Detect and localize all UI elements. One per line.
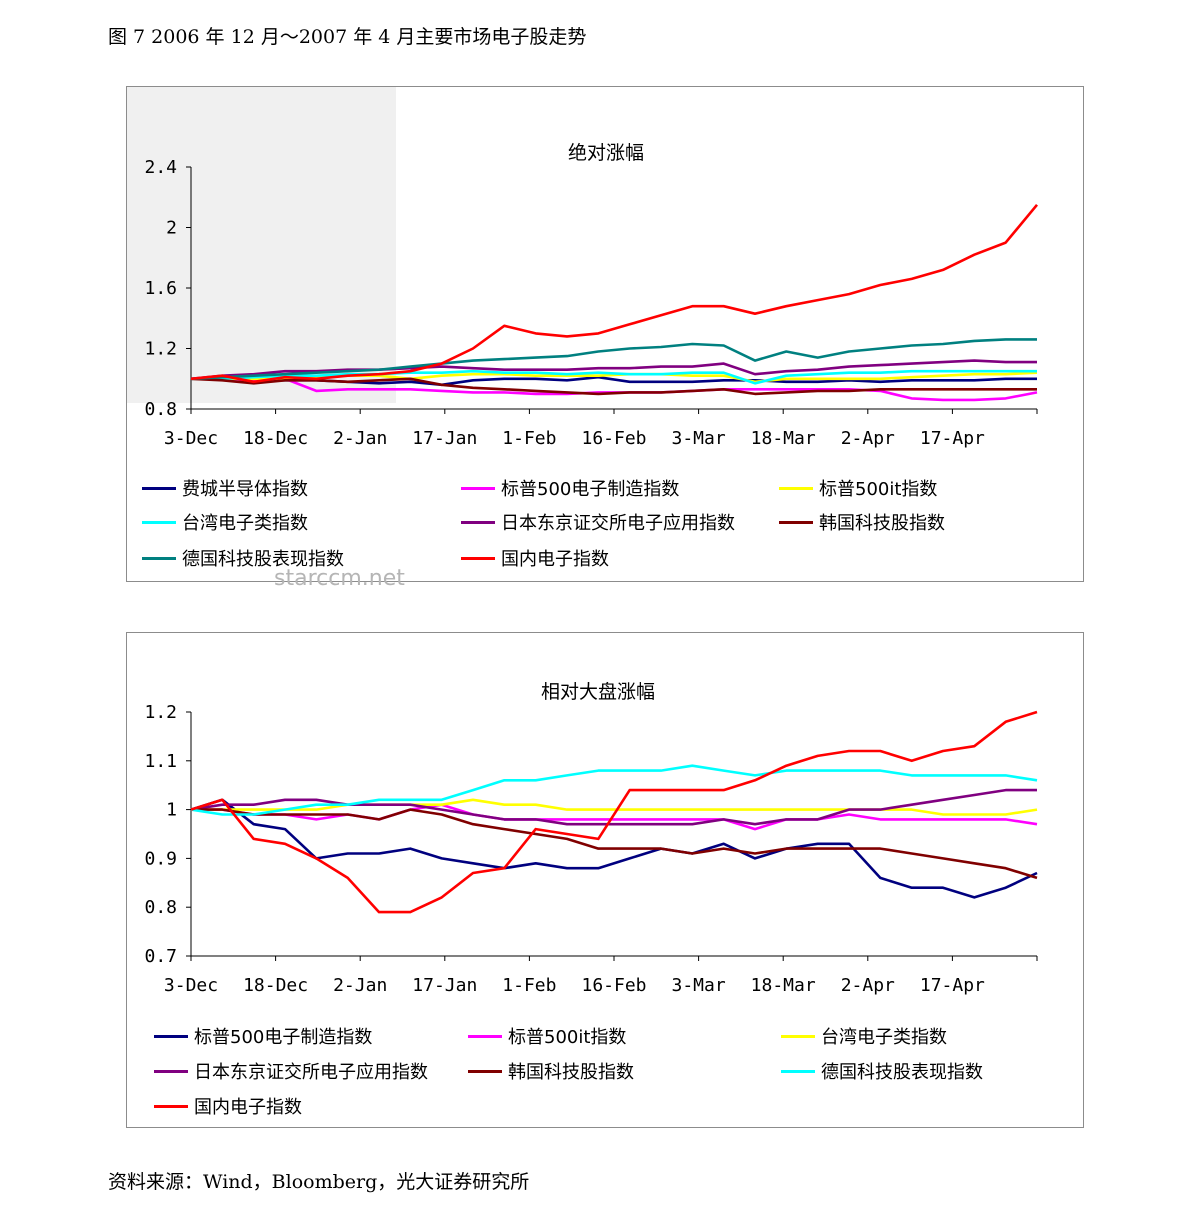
y-tick-label: 0.8 xyxy=(144,399,177,420)
legend-item: 国内电子指数 xyxy=(461,547,609,570)
y-tick-label: 1.6 xyxy=(144,278,177,299)
y-tick-label: 1 xyxy=(166,800,177,821)
y-tick-label: 1.2 xyxy=(144,339,177,360)
legend-label: 韩国科技股指数 xyxy=(508,1062,634,1083)
legend-label: 台湾电子类指数 xyxy=(182,513,308,534)
legend-label: 德国科技股表现指数 xyxy=(182,549,344,570)
legend-swatch xyxy=(154,1034,188,1038)
x-tick-label: 3-Dec xyxy=(164,428,218,449)
legend-swatch xyxy=(781,1034,815,1038)
x-tick-label: 3-Mar xyxy=(672,428,726,449)
series-line-4 xyxy=(191,808,1038,880)
series-line-1 xyxy=(191,803,1038,831)
x-tick-label: 17-Jan xyxy=(412,975,477,996)
x-tick-label: 18-Dec xyxy=(243,428,308,449)
x-tick-label: 3-Mar xyxy=(672,975,726,996)
x-tick-label: 1-Feb xyxy=(502,975,556,996)
x-tick-label: 17-Jan xyxy=(412,428,477,449)
series-line-5 xyxy=(190,764,1038,816)
x-tick-label: 2-Jan xyxy=(333,975,387,996)
legend-swatch xyxy=(461,520,495,524)
y-tick-label: 0.9 xyxy=(144,848,177,869)
x-tick-label: 17-Apr xyxy=(920,975,985,996)
chart-title: 绝对涨幅 xyxy=(568,142,645,164)
x-tick-label: 3-Dec xyxy=(164,975,218,996)
legend-item: 标普500电子制造指数 xyxy=(461,477,680,500)
series-line-5 xyxy=(190,377,1037,396)
legend-label: 国内电子指数 xyxy=(194,1097,302,1118)
legend-swatch xyxy=(142,520,176,524)
y-tick-label: 1.2 xyxy=(144,702,177,723)
x-tick-label: 2-Jan xyxy=(333,428,387,449)
legend-swatch xyxy=(468,1034,502,1038)
legend-swatch xyxy=(468,1069,502,1073)
chart-panel-relative: 0.7 0.8 0.9 1 1.1 1.2 3-Dec 18-Dec 2-Jan 17-Jan 1-… xyxy=(126,632,1084,1128)
y-tick-label: 1.1 xyxy=(144,751,177,772)
legend-item: 韩国科技股指数 xyxy=(468,1060,634,1083)
legend-swatch xyxy=(142,556,176,560)
legend-item: 韩国科技股指数 xyxy=(779,511,945,534)
watermark: starccm.net xyxy=(274,566,405,591)
chart-relative: 0.7 0.8 0.9 1 1.1 1.2 3-Dec 18-Dec 2-Jan 17-Jan 1-… xyxy=(144,702,1038,996)
legend-swatch xyxy=(461,556,495,560)
legend-swatch xyxy=(779,520,813,524)
source-note: 资料来源：Wind，Bloomberg，光大证券研究所 xyxy=(108,1171,530,1193)
legend-item: 德国科技股表现指数 xyxy=(781,1060,983,1083)
legend-label: 日本东京证交所电子应用指数 xyxy=(194,1062,428,1083)
series-line-2 xyxy=(191,798,1038,816)
legend-label: 费城半导体指数 xyxy=(182,479,308,500)
legend-label: 台湾电子类指数 xyxy=(821,1027,947,1048)
x-tick-label: 16-Feb xyxy=(581,428,646,449)
x-tick-label: 18-Mar xyxy=(751,428,816,449)
legend-swatch xyxy=(461,486,495,490)
series-line-7 xyxy=(190,203,1039,384)
legend-item: 标普500it指数 xyxy=(779,477,938,500)
legend-label: 德国科技股表现指数 xyxy=(821,1062,983,1083)
legend-label: 国内电子指数 xyxy=(501,549,609,570)
legend-swatch xyxy=(154,1069,188,1073)
x-tick-label: 1-Feb xyxy=(502,428,556,449)
y-tick-label: 2.4 xyxy=(144,157,177,178)
x-tick-label: 17-Apr xyxy=(920,428,985,449)
x-tick-label: 2-Apr xyxy=(841,428,895,449)
chart-title: 相对大盘涨幅 xyxy=(541,681,656,703)
legend-item: 台湾电子类指数 xyxy=(142,511,308,534)
x-tick-label: 18-Dec xyxy=(243,975,308,996)
legend-label: 日本东京证交所电子应用指数 xyxy=(501,513,735,534)
legend-swatch xyxy=(781,1069,815,1073)
legend-item: 国内电子指数 xyxy=(154,1095,302,1118)
y-tick-label: 0.7 xyxy=(144,946,177,967)
legend-swatch xyxy=(779,486,813,490)
y-tick-label: 2 xyxy=(166,218,177,239)
chart-absolute: 0.8 1.2 1.6 2 2.4 3-Dec 18-Dec 2-Jan 17-Jan 1-Feb… xyxy=(127,87,1039,449)
legend-swatch xyxy=(154,1104,188,1108)
series-line-6 xyxy=(190,710,1038,914)
legend-item: 费城半导体指数 xyxy=(142,477,308,500)
x-tick-label: 18-Mar xyxy=(751,975,816,996)
series-line-4 xyxy=(190,359,1037,381)
legend-label: 韩国科技股指数 xyxy=(819,513,945,534)
legend-item: 德国科技股表现指数 xyxy=(142,547,344,570)
legend-item: 标普500电子制造指数 xyxy=(154,1025,373,1048)
legend-item: 日本东京证交所电子应用指数 xyxy=(154,1060,428,1083)
legend-item: 台湾电子类指数 xyxy=(781,1025,947,1048)
series-line-6 xyxy=(190,338,1037,381)
x-tick-label: 2-Apr xyxy=(841,975,895,996)
highlight-region xyxy=(127,87,396,403)
series-line-3 xyxy=(190,788,1037,826)
legend-item: 标普500it指数 xyxy=(468,1025,627,1048)
legend-label: 标普500it指数 xyxy=(508,1027,627,1048)
figure-caption: 图 7 2006 年 12 月～2007 年 4 月主要市场电子股走势 xyxy=(108,26,587,48)
series-line-0 xyxy=(190,798,1038,899)
legend-label: 标普500电子制造指数 xyxy=(194,1027,373,1048)
legend-item: 日本东京证交所电子应用指数 xyxy=(461,511,735,534)
y-tick-label: 0.8 xyxy=(144,897,177,918)
legend-swatch xyxy=(142,486,176,490)
series-line-3 xyxy=(191,369,1037,385)
chart-panel-absolute: 0.8 1.2 1.6 2 2.4 3-Dec 18-Dec 2-Jan 17-Jan 1-Feb… xyxy=(126,86,1084,582)
legend-label: 标普500电子制造指数 xyxy=(501,479,680,500)
x-tick-label: 16-Feb xyxy=(581,975,646,996)
legend-label: 标普500it指数 xyxy=(819,479,938,500)
